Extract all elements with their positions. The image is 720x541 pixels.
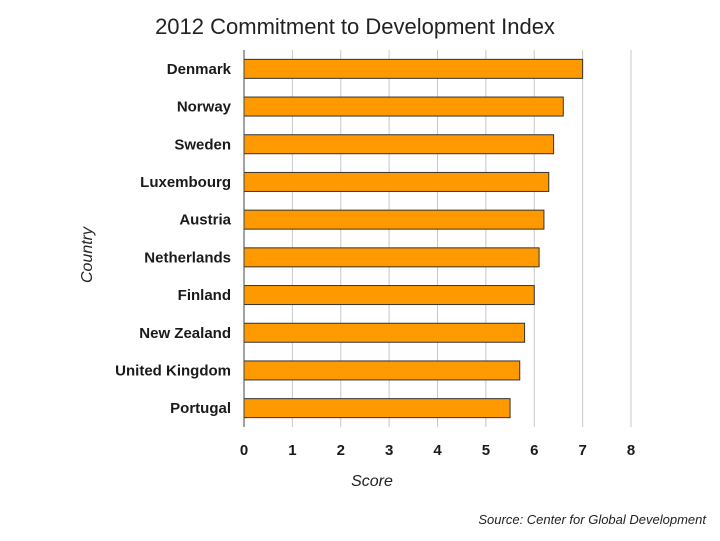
- x-tick-label: 4: [433, 442, 442, 459]
- x-tick-label: 8: [627, 442, 635, 459]
- x-axis-label: Score: [351, 473, 393, 490]
- bar: [243, 247, 540, 268]
- category-label: Portugal: [170, 400, 231, 417]
- x-tick-label: 5: [482, 442, 490, 459]
- x-tick-label: 2: [337, 442, 345, 459]
- x-tick-label: 6: [530, 442, 538, 459]
- bar: [243, 398, 511, 419]
- bar: [243, 209, 545, 230]
- category-label: Denmark: [167, 61, 232, 78]
- category-labels: Denmark Norway Sweden Luxembourg Austria Neth…: [115, 61, 231, 417]
- bar: [243, 360, 521, 381]
- category-label: Sweden: [174, 136, 231, 153]
- bar: [243, 285, 535, 306]
- bars: [243, 58, 584, 419]
- bar: [243, 171, 550, 192]
- x-tick-label: 0: [240, 442, 248, 459]
- y-axis-label: Country: [79, 226, 96, 283]
- category-label: Finland: [178, 287, 231, 304]
- x-tick-labels: 0 1 2 3 4 5 6 7 8: [240, 442, 635, 459]
- category-label: United Kingdom: [115, 362, 231, 379]
- category-label: Netherlands: [144, 249, 231, 266]
- category-label: Luxembourg: [140, 174, 231, 191]
- category-label: Austria: [179, 212, 231, 229]
- bar: [243, 134, 555, 155]
- chart-title: 2012 Commitment to Development Index: [155, 14, 555, 39]
- source-note: Source: Center for Global Development: [478, 512, 707, 527]
- x-tick-label: 1: [288, 442, 296, 459]
- x-tick-label: 3: [385, 442, 393, 459]
- bar: [243, 58, 584, 79]
- bar: [243, 322, 526, 343]
- bar: [243, 96, 564, 117]
- x-tick-label: 7: [578, 442, 586, 459]
- category-label: Norway: [177, 99, 232, 116]
- category-label: New Zealand: [139, 325, 231, 342]
